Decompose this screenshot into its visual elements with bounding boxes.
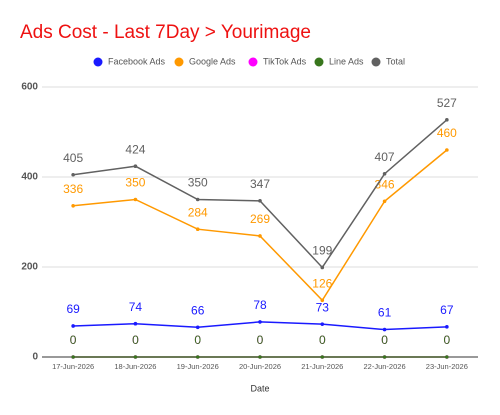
data-point — [195, 197, 200, 202]
data-point — [195, 325, 200, 330]
data-point — [382, 355, 387, 359]
data-point — [71, 324, 75, 328]
data-label: 527 — [437, 96, 457, 110]
data-point — [258, 199, 262, 203]
legend-marker — [93, 57, 103, 67]
data-label: 0 — [381, 333, 388, 347]
data-label: 0 — [194, 333, 201, 347]
data-point — [445, 355, 449, 359]
data-point — [133, 197, 138, 202]
data-label: 61 — [378, 306, 392, 320]
data-label: 199 — [312, 244, 332, 258]
data-point — [445, 118, 449, 122]
data-label: 0 — [381, 333, 388, 347]
data-point — [195, 355, 200, 359]
data-point — [258, 355, 262, 359]
y-tick-label: 200 — [21, 262, 38, 273]
data-point — [382, 327, 387, 332]
legend-marker — [248, 57, 258, 67]
data-label: 0 — [257, 333, 264, 347]
data-label: 0 — [132, 333, 139, 347]
data-label: 0 — [70, 333, 77, 347]
data-label: 0 — [132, 333, 139, 347]
data-label: 336 — [63, 182, 83, 196]
data-label: 0 — [444, 333, 451, 347]
y-tick-label: 0 — [32, 352, 38, 363]
data-label: 407 — [375, 150, 395, 164]
chart-title: Ads Cost - Last 7Day > Yourimage — [20, 22, 311, 43]
data-label: 66 — [191, 303, 205, 317]
data-point — [133, 321, 138, 326]
data-label: 0 — [70, 333, 77, 347]
x-axis-title: Date — [250, 383, 269, 393]
data-point — [195, 227, 200, 231]
data-point — [71, 172, 75, 177]
data-label: 350 — [188, 176, 208, 190]
data-point — [445, 148, 449, 152]
legend-marker — [371, 57, 381, 67]
legend-label: Google Ads — [189, 56, 236, 66]
data-point — [382, 172, 387, 176]
data-point — [258, 234, 262, 238]
data-label: 126 — [312, 276, 332, 290]
legend-marker — [174, 57, 184, 67]
data-label: 269 — [250, 212, 270, 226]
data-point — [445, 325, 449, 329]
data-label: 460 — [437, 126, 457, 140]
data-point — [71, 204, 75, 208]
data-label: 424 — [125, 142, 145, 156]
data-label: 73 — [316, 300, 330, 314]
data-label: 0 — [194, 333, 201, 347]
data-label: 0 — [319, 333, 326, 347]
data-point — [320, 355, 325, 359]
legend-label: Line Ads — [329, 56, 364, 66]
legend-label: Facebook Ads — [108, 56, 166, 66]
x-tick-label: 21-Jun-2026 — [301, 362, 343, 371]
x-tick-label: 23-Jun-2026 — [426, 362, 468, 371]
data-point — [382, 199, 387, 204]
data-label: 0 — [444, 333, 451, 347]
data-label: 405 — [63, 151, 83, 165]
data-point — [258, 320, 262, 324]
legend-marker — [314, 57, 324, 67]
legend-label: Total — [386, 56, 405, 66]
y-tick-label: 400 — [21, 172, 38, 183]
data-point — [320, 298, 325, 303]
data-label: 347 — [250, 177, 270, 191]
data-label: 67 — [440, 303, 454, 317]
data-point — [133, 355, 138, 359]
data-point — [320, 322, 325, 326]
data-label: 74 — [129, 300, 143, 314]
legend-label: TikTok Ads — [263, 56, 307, 66]
data-label: 350 — [125, 176, 145, 190]
y-tick-label: 600 — [21, 82, 38, 93]
data-label: 0 — [257, 333, 264, 347]
x-tick-label: 17-Jun-2026 — [52, 362, 94, 371]
data-label: 69 — [66, 302, 80, 316]
x-tick-label: 18-Jun-2026 — [114, 362, 156, 371]
x-tick-label: 22-Jun-2026 — [364, 362, 406, 371]
data-point — [320, 265, 325, 270]
data-label: 0 — [319, 333, 326, 347]
data-label: 78 — [253, 298, 267, 312]
x-tick-label: 20-Jun-2026 — [239, 362, 281, 371]
data-point — [133, 164, 138, 168]
data-point — [71, 355, 75, 359]
data-label: 284 — [188, 205, 208, 219]
x-tick-label: 19-Jun-2026 — [177, 362, 219, 371]
